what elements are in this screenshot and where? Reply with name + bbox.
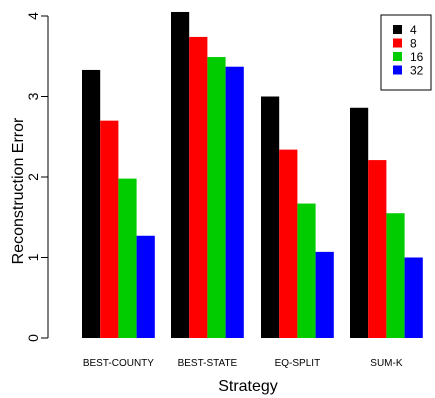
bar-best-state-series-4 xyxy=(171,11,190,338)
bar-eq-split-series-16 xyxy=(297,203,316,338)
bar-eq-split-series-32 xyxy=(315,251,334,338)
x-tick-label: BEST-COUNTY xyxy=(83,358,154,369)
legend-box xyxy=(380,14,432,91)
y-tick-label: 1 xyxy=(25,253,41,261)
legend-swatch xyxy=(393,52,402,61)
bar-best-state-series-8 xyxy=(189,36,208,339)
legend-label: 4 xyxy=(410,23,417,37)
bar-sum-k-series-8 xyxy=(368,160,387,338)
bar-best-state-series-32 xyxy=(225,66,244,339)
legend-swatch xyxy=(393,65,402,75)
bar-best-county-series-16 xyxy=(118,178,137,338)
y-axis-title: Reconstruction Error xyxy=(10,117,27,264)
bar-best-state-series-16 xyxy=(207,57,226,339)
legend-label: 8 xyxy=(410,37,417,51)
bar-sum-k-series-32 xyxy=(404,257,423,338)
bar-sum-k-series-16 xyxy=(386,213,405,338)
x-tick-label: SUM-K xyxy=(370,358,403,369)
legend-swatch xyxy=(393,25,402,34)
bar-best-county-series-32 xyxy=(136,235,155,338)
y-ticks: 0 1 2 3 4 xyxy=(25,12,48,342)
y-tick-label: 4 xyxy=(25,12,41,20)
legend-label: 32 xyxy=(410,64,424,78)
y-axis: 0 1 2 3 4 xyxy=(25,12,49,342)
bar-best-county-series-8 xyxy=(100,120,119,339)
x-axis-title: Strategy xyxy=(218,378,278,395)
y-tick-label: 3 xyxy=(25,92,41,100)
x-tick-labels: BEST-COUNTY BEST-STATE EQ-SPLIT SUM-K xyxy=(83,358,403,369)
bar-eq-split-series-8 xyxy=(279,149,298,338)
x-tick-label: EQ-SPLIT xyxy=(275,358,321,369)
y-tick-label: 0 xyxy=(25,334,41,342)
bars-group xyxy=(82,11,423,339)
bar-sum-k-series-4 xyxy=(350,107,369,339)
x-tick-label: BEST-STATE xyxy=(178,358,238,369)
bar-eq-split-series-4 xyxy=(261,96,280,338)
legend-swatch xyxy=(393,38,402,48)
bar-best-county-series-4 xyxy=(82,69,101,338)
y-tick-label: 2 xyxy=(25,173,41,181)
legend-label: 16 xyxy=(410,50,424,64)
